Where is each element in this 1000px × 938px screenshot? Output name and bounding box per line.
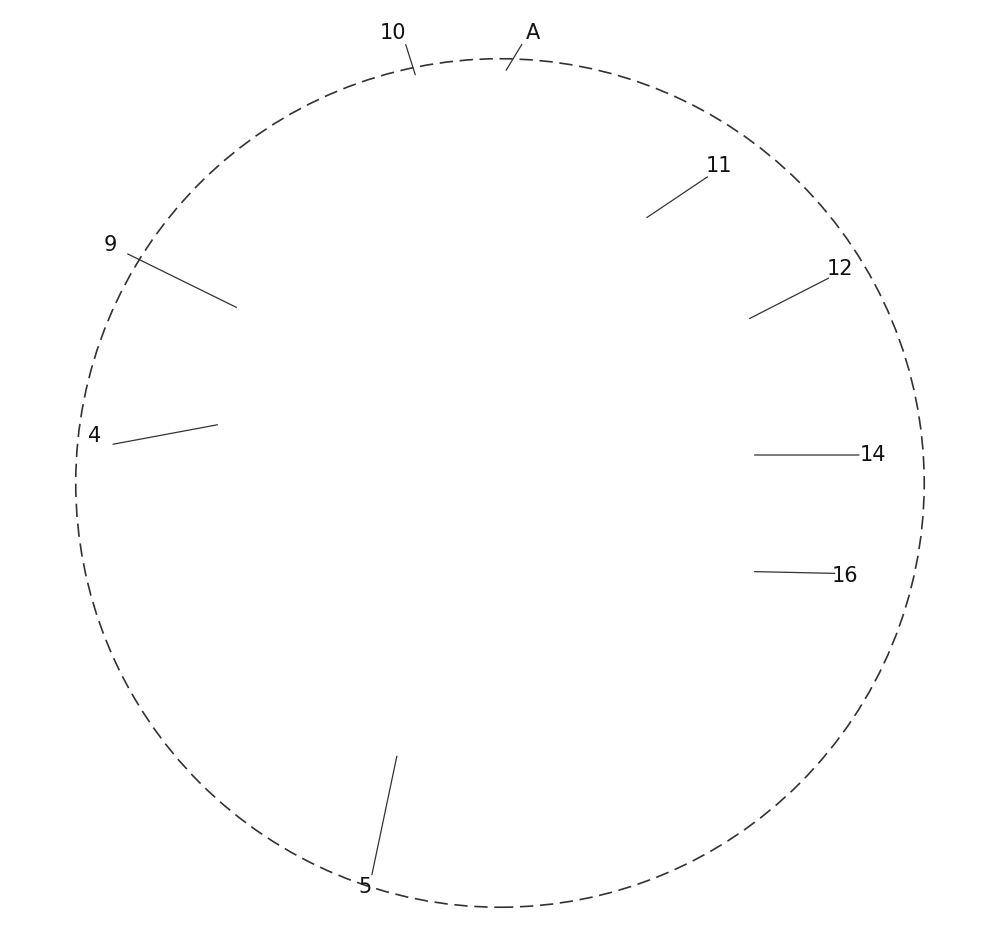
Polygon shape	[220, 716, 463, 730]
Circle shape	[478, 340, 491, 354]
Polygon shape	[108, 206, 920, 341]
Polygon shape	[435, 131, 915, 166]
Polygon shape	[435, 96, 461, 758]
Polygon shape	[360, 437, 924, 487]
Circle shape	[378, 584, 389, 596]
Polygon shape	[780, 310, 808, 466]
Circle shape	[378, 641, 389, 652]
Circle shape	[378, 263, 389, 274]
Text: 4: 4	[88, 427, 101, 446]
Polygon shape	[108, 275, 920, 411]
Polygon shape	[700, 310, 740, 316]
Polygon shape	[108, 252, 920, 384]
Text: 11: 11	[706, 156, 732, 176]
Polygon shape	[220, 686, 463, 706]
Circle shape	[378, 641, 389, 652]
Ellipse shape	[375, 204, 392, 231]
Circle shape	[478, 340, 491, 354]
Polygon shape	[365, 703, 439, 749]
Polygon shape	[626, 312, 665, 320]
Circle shape	[378, 263, 389, 274]
Polygon shape	[435, 174, 915, 208]
Polygon shape	[654, 312, 665, 471]
Circle shape	[378, 584, 389, 596]
Circle shape	[378, 212, 389, 223]
Polygon shape	[499, 289, 510, 362]
Polygon shape	[108, 180, 920, 309]
Polygon shape	[108, 166, 920, 301]
Polygon shape	[728, 169, 745, 200]
Polygon shape	[94, 323, 920, 476]
Ellipse shape	[375, 255, 392, 281]
Polygon shape	[579, 316, 590, 475]
Polygon shape	[435, 202, 915, 235]
Polygon shape	[551, 316, 590, 323]
Polygon shape	[360, 460, 924, 509]
Polygon shape	[700, 314, 728, 470]
Ellipse shape	[375, 633, 392, 659]
Text: 14: 14	[860, 445, 886, 465]
Polygon shape	[435, 188, 915, 222]
Polygon shape	[435, 96, 461, 758]
Text: 10: 10	[380, 23, 406, 42]
Circle shape	[378, 212, 389, 223]
Polygon shape	[376, 103, 433, 113]
Polygon shape	[808, 306, 819, 464]
Text: 9: 9	[104, 235, 117, 255]
Text: 16: 16	[832, 567, 858, 586]
Polygon shape	[438, 295, 499, 362]
Polygon shape	[220, 693, 463, 720]
Polygon shape	[360, 415, 924, 464]
Text: 5: 5	[358, 877, 371, 897]
Polygon shape	[94, 348, 920, 530]
Polygon shape	[94, 388, 920, 541]
Polygon shape	[365, 96, 461, 110]
Polygon shape	[668, 174, 728, 208]
Polygon shape	[435, 145, 915, 180]
Polygon shape	[94, 312, 761, 353]
Polygon shape	[258, 693, 365, 758]
Polygon shape	[626, 317, 654, 474]
Polygon shape	[728, 310, 740, 468]
Ellipse shape	[375, 204, 392, 231]
Polygon shape	[438, 289, 510, 295]
Polygon shape	[439, 698, 449, 744]
Polygon shape	[108, 290, 920, 420]
Ellipse shape	[375, 577, 392, 603]
Polygon shape	[435, 131, 915, 248]
Polygon shape	[780, 306, 819, 312]
Polygon shape	[499, 289, 510, 362]
Circle shape	[447, 340, 460, 354]
Polygon shape	[551, 321, 579, 477]
Circle shape	[447, 340, 460, 354]
Polygon shape	[365, 110, 435, 758]
Polygon shape	[108, 238, 920, 374]
Polygon shape	[365, 110, 435, 758]
Circle shape	[478, 303, 491, 316]
Polygon shape	[360, 426, 924, 476]
Polygon shape	[668, 169, 745, 182]
Polygon shape	[108, 220, 920, 349]
Text: A: A	[526, 23, 540, 42]
Circle shape	[447, 303, 460, 316]
Polygon shape	[360, 460, 924, 509]
Polygon shape	[360, 448, 924, 498]
Polygon shape	[438, 289, 510, 295]
Polygon shape	[94, 343, 761, 364]
Ellipse shape	[375, 255, 392, 281]
Polygon shape	[376, 107, 433, 114]
Circle shape	[76, 59, 924, 907]
Polygon shape	[365, 96, 461, 110]
Circle shape	[478, 303, 491, 316]
Polygon shape	[438, 295, 499, 362]
Circle shape	[447, 303, 460, 316]
Polygon shape	[94, 282, 920, 464]
Ellipse shape	[375, 577, 392, 603]
Text: 12: 12	[827, 259, 854, 279]
Polygon shape	[435, 159, 915, 194]
Ellipse shape	[375, 633, 392, 659]
